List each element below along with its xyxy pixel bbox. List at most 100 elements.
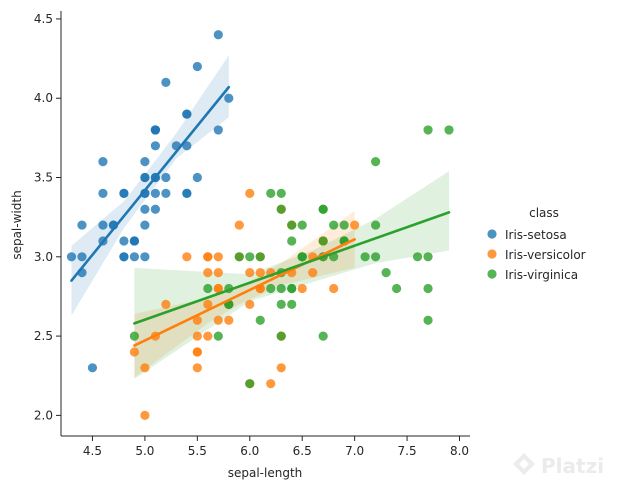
iris-setosa-point [224,93,234,103]
iris-virginica-point [213,331,223,341]
iris-versicolor-point [234,220,244,230]
iris-virginica-point [412,252,423,262]
iris-setosa-point [192,172,202,183]
iris-setosa-point [140,204,150,214]
iris-virginica-point [276,283,286,294]
iris-setosa-point [192,61,202,72]
legend-marker-iris-versicolor [487,249,497,259]
iris-setosa-point [119,188,129,198]
iris-versicolor-point [192,347,202,357]
iris-virginica-point [287,236,297,246]
iris-virginica-point [339,220,349,230]
regression-lines [70,85,451,347]
iris-versicolor-point [245,299,255,309]
iris-versicolor-confidence-band [134,210,355,378]
iris-virginica-point [318,204,328,214]
iris-versicolor-point [276,363,286,373]
iris-virginica-point [287,299,297,309]
legend-label-iris-setosa: Iris-setosa [505,228,567,242]
iris-virginica-point [255,315,265,325]
iris-virginica-point [245,252,255,262]
iris-setosa-point [129,236,140,246]
iris-versicolor-point [213,315,223,325]
x-ticks: 4.5 5.0 5.5 6.0 6.5 7.0 7.5 8.0 [83,436,469,458]
confidence-bands [71,55,450,379]
iris-versicolor-point [203,268,213,278]
iris-versicolor-point [213,283,223,294]
iris-virginica-point [371,157,381,167]
x-tick-label: 6.5 [293,444,312,458]
legend: class Iris-setosa Iris-versicolor Iris-vir… [487,206,586,282]
iris-virginica-point [276,331,286,341]
axes [60,11,470,437]
iris-setosa-point [87,363,98,373]
iris-versicolor-point [329,283,339,294]
iris-virginica-point [371,220,381,230]
iris-virginica-point [444,125,454,135]
iris-virginica-point [276,204,286,214]
y-tick-label: 3.0 [34,250,53,264]
iris-setosa-point [140,172,150,183]
iris-versicolor-point [140,410,150,420]
x-tick-label: 8.0 [450,444,469,458]
y-tick-label: 2.5 [34,329,53,343]
iris-virginica-point [266,283,276,294]
iris-virginica-point [423,125,433,135]
iris-virginica-point [276,299,286,309]
iris-versicolor-point [266,379,276,389]
iris-virginica-point [203,283,213,294]
iris-virginica-point [423,315,433,325]
iris-versicolor-point [308,268,318,278]
iris-setosa-point [150,188,160,198]
y-tick-label: 4.5 [34,12,53,26]
iris-versicolor-point [192,315,202,325]
iris-setosa-point [150,125,160,135]
iris-setosa-point [182,109,192,119]
iris-virginica-point [318,331,328,341]
iris-setosa-point [98,220,108,230]
iris-virginica-point [255,252,265,262]
iris-virginica-point [297,220,307,230]
iris-versicolor-point [182,252,192,262]
iris-versicolor-point [297,283,307,294]
iris-virginica-point [381,268,391,278]
iris-setosa-point [140,220,150,230]
iris-setosa-point [161,172,171,183]
x-tick-label: 4.5 [83,444,102,458]
iris-virginica-point [245,379,255,389]
x-axis-label: sepal-length [228,466,303,480]
legend-label-iris-versicolor: Iris-versicolor [505,248,586,262]
iris-setosa-point [140,252,150,262]
iris-versicolor-point [245,268,255,278]
iris-setosa-point [213,30,223,40]
y-tick-label: 4.0 [34,91,53,105]
iris-setosa-point [150,141,160,151]
iris-virginica-regression-line [133,211,451,325]
iris-virginica-point [360,252,370,262]
iris-setosa-point [98,157,108,167]
iris-versicolor-point [213,252,223,262]
iris-virginica-point [391,283,402,294]
iris-setosa-point [140,157,150,167]
x-tick-label: 7.5 [398,444,417,458]
iris-versicolor-point [224,315,234,325]
iris-virginica-point [287,283,297,294]
iris-versicolor-point [213,268,223,278]
y-tick-label: 3.5 [34,171,53,185]
legend-label-iris-virginica: Iris-virginica [505,268,578,282]
legend-marker-iris-setosa [487,229,497,239]
iris-virginica-point [371,252,381,262]
iris-virginica-point [423,252,433,262]
iris-virginica-point [329,220,339,230]
iris-setosa-point [129,252,140,262]
y-axis-label: sepal-width [10,190,24,259]
iris-setosa-point [161,77,171,87]
iris-setosa-point [150,204,160,214]
iris-setosa-point [77,220,87,230]
y-ticks: 2.0 2.5 3.0 3.5 4.0 4.5 [34,12,61,422]
iris-versicolor-point [203,331,213,341]
iris-versicolor-point [350,220,360,230]
iris-versicolor-point [140,363,150,373]
iris-versicolor-point [129,347,140,357]
legend-marker-iris-virginica [487,269,497,279]
